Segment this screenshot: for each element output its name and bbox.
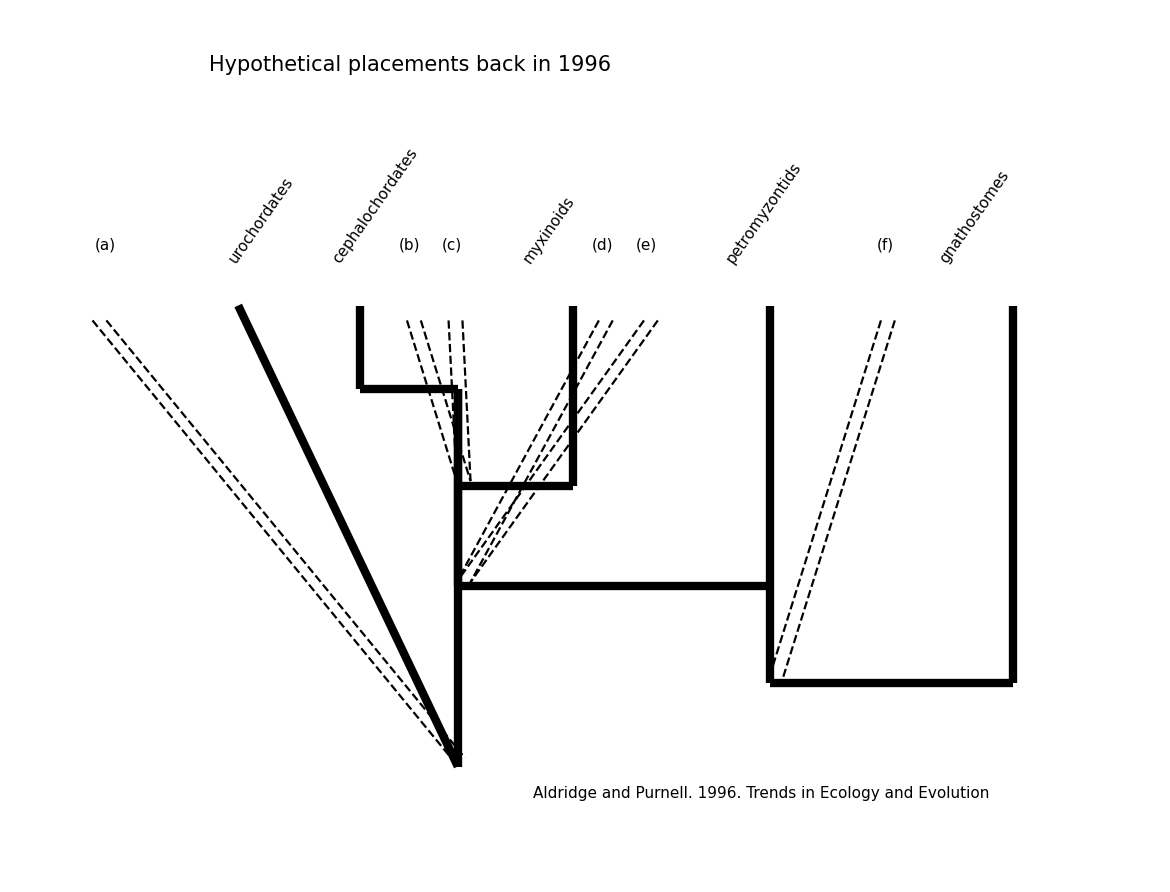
Text: petromyzontids: petromyzontids <box>723 160 804 266</box>
Text: (d): (d) <box>592 238 613 252</box>
Text: Hypothetical placements back in 1996: Hypothetical placements back in 1996 <box>209 55 612 75</box>
Text: cephalochordates: cephalochordates <box>330 145 420 266</box>
Text: (c): (c) <box>442 238 462 252</box>
Text: (b): (b) <box>399 238 420 252</box>
Text: urochordates: urochordates <box>226 175 296 266</box>
Text: Aldridge and Purnell. 1996. Trends in Ecology and Evolution: Aldridge and Purnell. 1996. Trends in Ec… <box>534 786 990 801</box>
Text: (f): (f) <box>878 238 894 252</box>
Text: myxinoids: myxinoids <box>521 194 578 266</box>
Text: (e): (e) <box>635 238 656 252</box>
Text: (a): (a) <box>95 238 116 252</box>
Text: gnathostomes: gnathostomes <box>937 168 1012 266</box>
